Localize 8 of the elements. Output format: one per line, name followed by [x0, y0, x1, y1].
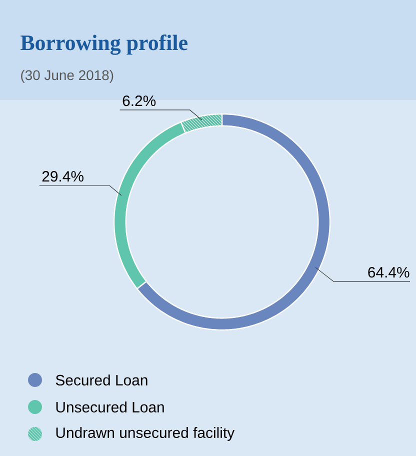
chart-title: Borrowing profile: [20, 34, 188, 55]
legend-label: Unsecured Loan: [56, 402, 164, 412]
legend-label: Secured Loan: [56, 374, 148, 386]
data-label: 64.4%: [368, 267, 410, 278]
chart-subtitle: (30 June 2018): [21, 70, 114, 83]
legend-label: Undrawn unsecured facility: [56, 427, 235, 441]
data-label: 29.4%: [42, 171, 84, 182]
data-label: 6.2%: [122, 96, 156, 106]
